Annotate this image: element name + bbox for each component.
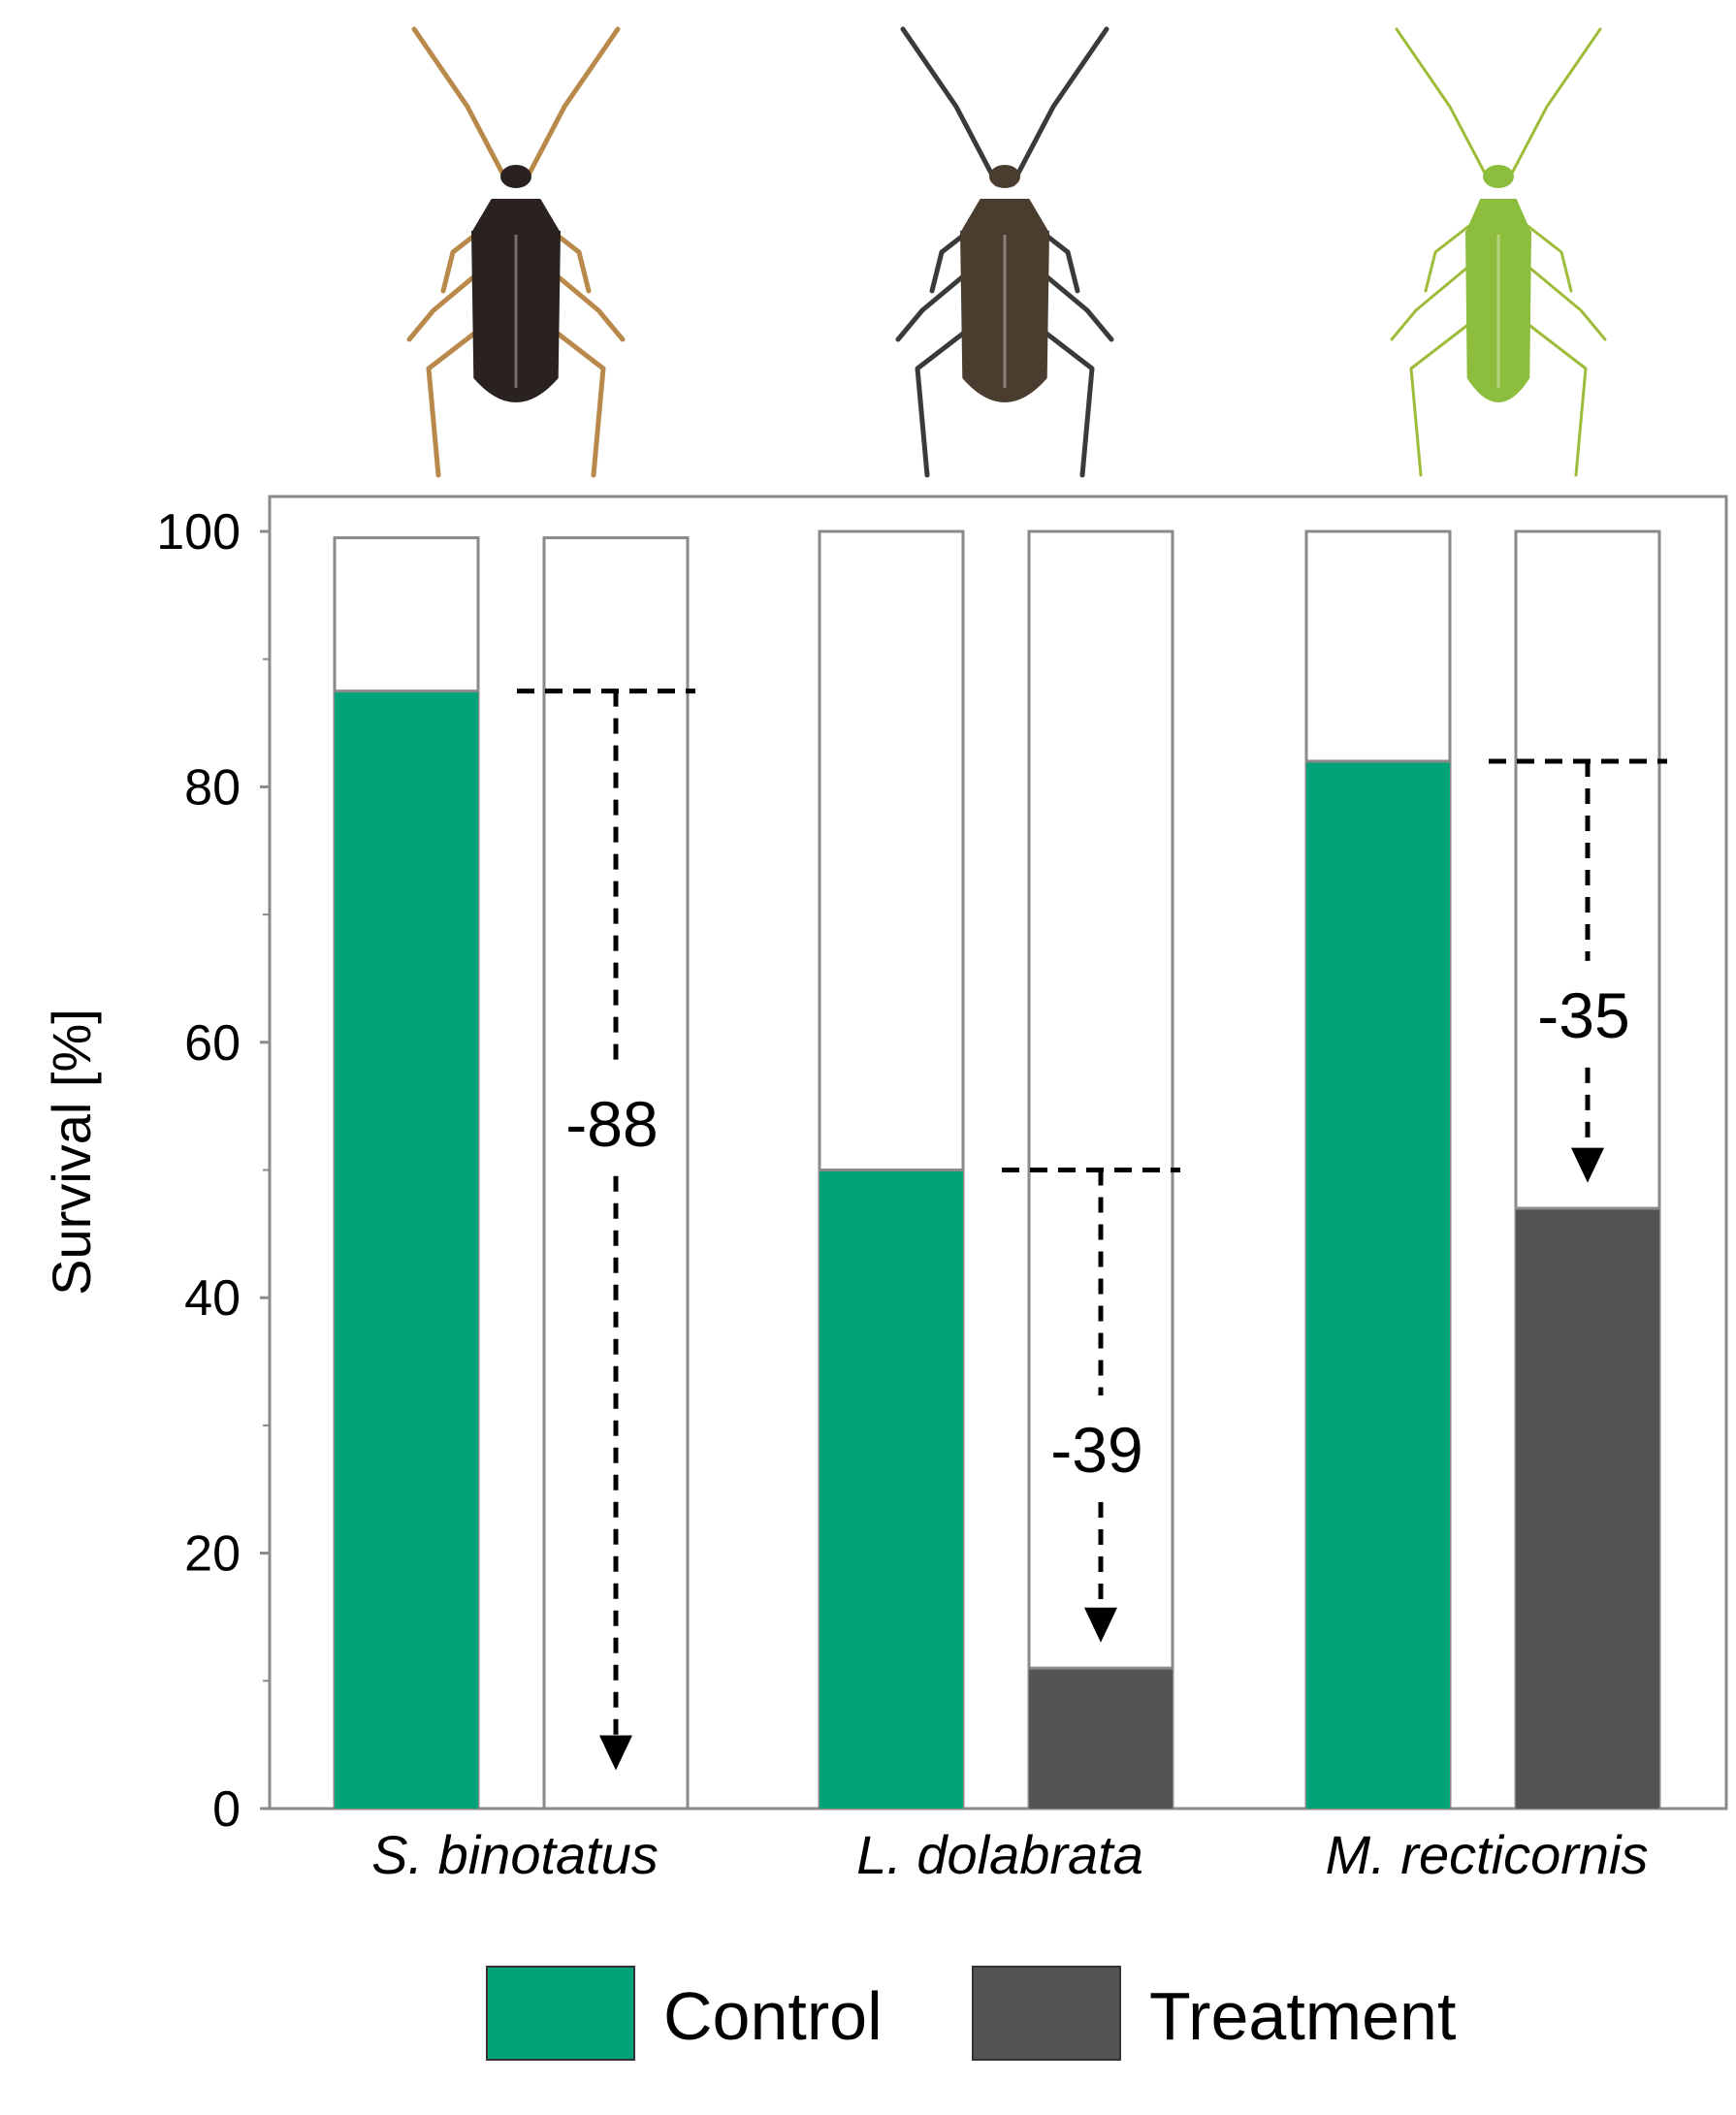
category-label-3: M. recticornis (1326, 1824, 1649, 1885)
insect-3-leg-7 (1409, 318, 1476, 477)
insect-3-leg-1 (1395, 27, 1493, 186)
insect-2-leg-1 (900, 26, 1000, 187)
insect-2-leg-8 (1026, 317, 1095, 478)
insect-1-body (471, 231, 561, 402)
y-tick-label-40: 40 (184, 1270, 241, 1327)
y-tick-label-100: 100 (156, 504, 241, 561)
annotation-arrowhead-3 (1571, 1147, 1604, 1183)
y-tick-label-60: 60 (184, 1015, 241, 1072)
insect-2-head (989, 165, 1020, 188)
insect-3-leg-2 (1504, 27, 1602, 186)
insect-2-pronotum (960, 199, 1049, 233)
insect-2-body (960, 231, 1049, 402)
insect-3-pronotum (1465, 199, 1531, 233)
insect-3-leg-6 (1521, 260, 1607, 341)
y-tick-label-0: 0 (212, 1781, 241, 1838)
insect-1-leg-2 (521, 26, 621, 187)
insect-3-leg-4 (1516, 216, 1573, 293)
insect-1-leg-7 (426, 317, 495, 478)
legend-swatch-control (486, 1966, 635, 2061)
insect-3-head (1483, 165, 1514, 188)
annotation-label-1: -88 (565, 1088, 658, 1160)
legend-label-treatment: Treatment (1149, 1978, 1456, 2054)
insect-3-leg-3 (1424, 216, 1481, 293)
y-axis: 0 20 40 60 80 100 (156, 504, 270, 1838)
y-axis-title: Survival [%] (41, 1009, 102, 1296)
x-axis-labels: S. binotatus L. dolabrata M. recticornis (371, 1824, 1648, 1885)
annotation-label-3: -35 (1537, 979, 1629, 1051)
insect-2 (895, 26, 1114, 478)
insect-3-leg-5 (1390, 260, 1476, 341)
y-tick-label-20: 20 (184, 1526, 241, 1583)
insect-2-leg-2 (1010, 26, 1109, 187)
insect-3-body (1465, 231, 1531, 402)
bar-treatment-2 (1029, 1668, 1173, 1809)
legend-swatch-treatment (972, 1966, 1121, 2061)
insect-images (406, 26, 1607, 478)
category-label-2: L. dolabrata (856, 1824, 1143, 1885)
annotation-arrowhead-2 (1084, 1607, 1117, 1643)
legend-label-control: Control (663, 1978, 883, 2054)
bar-control-3 (1306, 761, 1450, 1809)
category-label-1: S. binotatus (371, 1824, 659, 1885)
bar-control-2 (820, 1170, 963, 1809)
plot-frame (268, 495, 1728, 1811)
annotation-label-2: -39 (1050, 1414, 1142, 1486)
difference-annotations: -88 -39 -35 (517, 689, 1667, 1771)
bars-group (333, 529, 1661, 1811)
bar-treatment-3 (1516, 1208, 1659, 1809)
insect-1-leg-8 (537, 317, 606, 478)
insect-2-leg-7 (915, 317, 983, 478)
bar-control-1 (335, 690, 478, 1809)
insect-3 (1390, 27, 1607, 477)
insect-1-head (500, 165, 531, 188)
y-tick-label-80: 80 (184, 759, 241, 816)
insect-1-pronotum (471, 199, 561, 233)
insect-1-leg-1 (411, 26, 511, 187)
legend: Control Treatment (486, 1966, 1456, 2061)
insect-1 (406, 26, 626, 478)
annotation-arrowhead-1 (599, 1735, 632, 1771)
insect-3-leg-8 (1521, 318, 1588, 477)
